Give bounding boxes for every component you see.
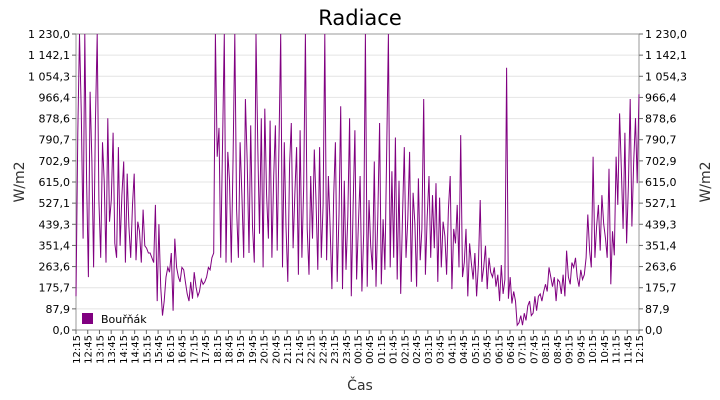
y-tick-label: 439,3 — [39, 218, 71, 231]
x-tick-label: 07:45 — [529, 335, 540, 364]
x-tick-label: 23:15 — [330, 335, 341, 364]
x-tick-label: 08:15 — [541, 335, 552, 364]
y-axis-left: 0,0 87,9 175,7 263,6 351,4 439,3 527,1 615,0 702… — [28, 28, 76, 337]
y-tick-label: 87,9 — [46, 303, 71, 316]
x-tick-label: 02:45 — [412, 335, 423, 364]
x-tick-label: 10:45 — [600, 335, 611, 364]
x-tick-label: 00:45 — [365, 335, 376, 364]
x-tick-label: 13:45 — [107, 335, 118, 364]
x-tick-label: 02:15 — [400, 335, 411, 364]
x-tick-label: 01:45 — [389, 335, 400, 364]
x-tick-label: 01:15 — [377, 335, 388, 364]
x-tick-label: 23:45 — [342, 335, 353, 364]
x-tick-label: 07:15 — [518, 335, 529, 364]
x-tick-label: 11:15 — [612, 335, 623, 364]
y-tick-label: 175,7 — [645, 282, 677, 295]
y-tick-label: 263,6 — [39, 261, 71, 274]
x-tick-label: 05:15 — [471, 335, 482, 364]
x-tick-label: 03:45 — [436, 335, 447, 364]
x-tick-label: 15:45 — [154, 335, 165, 364]
y-tick-label: 263,6 — [645, 261, 677, 274]
x-axis: 12:15 12:45 13:15 13:45 14:15 14:45 15:15 15:45… — [72, 330, 646, 364]
x-tick-label: 19:45 — [248, 335, 259, 364]
x-tick-label: 12:15 — [72, 335, 83, 364]
y-axis-right: 0,0 87,9 175,7 263,6 351,4 439,3 527,1 615,0 702… — [639, 28, 687, 337]
y-tick-label: 790,7 — [39, 134, 71, 147]
y-tick-label: 702,9 — [39, 155, 71, 168]
x-tick-label: 08:45 — [553, 335, 564, 364]
y-axis-label-left: W/m2 — [12, 161, 28, 202]
x-tick-label: 06:15 — [494, 335, 505, 364]
x-tick-label: 11:45 — [623, 335, 634, 364]
y-tick-label: 966,4 — [645, 91, 677, 104]
series-line-0 — [75, 33, 640, 327]
y-tick-label: 878,6 — [39, 113, 71, 126]
y-tick-label: 615,0 — [645, 176, 677, 189]
legend-label: Bouřňák — [101, 313, 147, 326]
legend-swatch — [82, 313, 93, 324]
chart-title: Radiace — [318, 6, 402, 30]
y-tick-label: 87,9 — [645, 303, 670, 316]
y-tick-label: 351,4 — [39, 239, 71, 252]
x-tick-label: 17:15 — [189, 335, 200, 364]
x-tick-label: 13:15 — [95, 335, 106, 364]
x-tick-label: 19:15 — [236, 335, 247, 364]
y-tick-label: 878,6 — [645, 113, 677, 126]
y-tick-label: 615,0 — [39, 176, 71, 189]
y-tick-label: 0,0 — [645, 324, 663, 337]
y-tick-label: 966,4 — [39, 91, 71, 104]
x-tick-label: 16:45 — [178, 335, 189, 364]
y-tick-label: 527,1 — [645, 197, 677, 210]
x-tick-label: 03:15 — [424, 335, 435, 364]
y-tick-label: 351,4 — [645, 239, 677, 252]
x-tick-label: 10:15 — [588, 335, 599, 364]
y-tick-label: 1 142,1 — [645, 49, 687, 62]
y-tick-label: 1 142,1 — [28, 49, 70, 62]
x-tick-label: 06:45 — [506, 335, 517, 364]
legend: Bouřňák — [82, 313, 147, 326]
x-tick-label: 00:15 — [354, 335, 365, 364]
x-tick-label: 20:15 — [260, 335, 271, 364]
y-tick-label: 527,1 — [39, 197, 71, 210]
y-axis-label-right: W/m2 — [698, 161, 714, 202]
x-tick-label: 12:45 — [84, 335, 95, 364]
x-tick-label: 14:45 — [131, 335, 142, 364]
y-tick-label: 1 230,0 — [645, 28, 687, 41]
x-tick-label: 22:45 — [318, 335, 329, 364]
y-tick-label: 702,9 — [645, 155, 677, 168]
x-tick-label: 09:45 — [576, 335, 587, 364]
x-tick-label: 05:45 — [483, 335, 494, 364]
x-tick-label: 21:15 — [283, 335, 294, 364]
x-tick-label: 15:15 — [142, 335, 153, 364]
x-tick-label: 21:45 — [295, 335, 306, 364]
y-tick-label: 439,3 — [645, 218, 677, 231]
x-tick-label: 16:15 — [166, 335, 177, 364]
series-layer — [75, 33, 640, 327]
x-tick-label: 18:45 — [224, 335, 235, 364]
x-tick-label: 09:15 — [565, 335, 576, 364]
x-tick-label: 04:45 — [459, 335, 470, 364]
y-tick-label: 1 230,0 — [28, 28, 70, 41]
x-tick-label: 22:15 — [307, 335, 318, 364]
y-tick-label: 175,7 — [39, 282, 71, 295]
x-tick-label: 14:15 — [119, 335, 130, 364]
y-tick-label: 790,7 — [645, 134, 677, 147]
x-tick-label: 17:45 — [201, 335, 212, 364]
x-tick-label: 20:45 — [271, 335, 282, 364]
x-axis-label: Čas — [347, 376, 373, 394]
y-tick-label: 1 054,3 — [28, 70, 70, 83]
y-tick-label: 0,0 — [53, 324, 71, 337]
x-tick-label: 18:15 — [213, 335, 224, 364]
x-tick-label: 12:15 — [635, 335, 646, 364]
x-tick-label: 04:15 — [447, 335, 458, 364]
y-tick-label: 1 054,3 — [645, 70, 687, 83]
